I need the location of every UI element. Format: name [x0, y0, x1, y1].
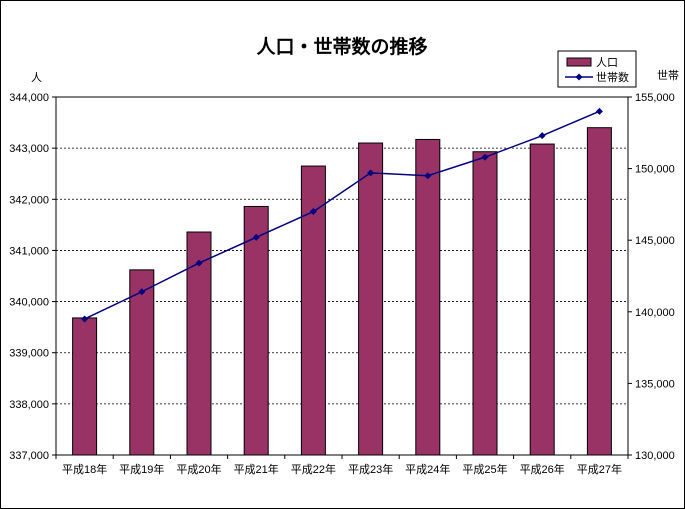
- x-tick-label: 平成18年: [62, 462, 107, 476]
- households-line: [81, 107, 603, 323]
- population-bar: [529, 143, 555, 456]
- y-right-tick-label: 135,000: [635, 378, 675, 390]
- y-right-tick-label: 130,000: [635, 450, 675, 462]
- x-tick-label: 平成27年: [577, 462, 622, 476]
- households-point: [81, 315, 89, 323]
- y-right-tick-label: 145,000: [635, 235, 675, 247]
- y-right-ticks: 130,000 135,000 140,000 145,000 150,000 155,0…: [628, 92, 675, 462]
- households-point: [309, 208, 317, 216]
- x-tick-label: 平成21年: [234, 462, 279, 476]
- y-left-tick-label: 342,000: [9, 194, 49, 206]
- y-left-tick-label: 344,000: [9, 92, 49, 104]
- legend-population-label: 人口: [596, 56, 618, 69]
- legend-households-label: 世帯数: [596, 71, 629, 84]
- population-bar: [472, 151, 498, 456]
- legend-population-swatch: [566, 57, 592, 67]
- households-point: [481, 153, 489, 161]
- y-left-tick-label: 339,000: [9, 348, 49, 360]
- x-tick-label: 平成22年: [291, 462, 336, 476]
- y-right-tick-label: 140,000: [635, 307, 675, 319]
- y-left-tick-label: 343,000: [9, 143, 49, 155]
- y-right-tick-label: 150,000: [635, 164, 675, 176]
- households-point: [367, 169, 375, 177]
- legend-households-marker: [575, 73, 583, 81]
- y-left-tick-label: 340,000: [9, 297, 49, 309]
- y-right-unit: 世帯: [657, 69, 679, 82]
- y-left-tick-label: 337,000: [9, 450, 49, 462]
- y-left-ticks: 337,000 338,000 339,000 340,000 341,000 342,0…: [9, 92, 56, 462]
- households-point: [595, 107, 603, 115]
- population-bar: [586, 127, 612, 456]
- x-tick-label: 平成24年: [405, 462, 450, 476]
- population-bars: [72, 127, 612, 456]
- chart-title: 人口・世帯数の推移: [256, 35, 427, 58]
- population-bar: [129, 269, 155, 456]
- households-point: [138, 288, 146, 296]
- population-bar: [415, 138, 441, 456]
- households-point: [424, 172, 432, 180]
- y-left-tick-label: 338,000: [9, 399, 49, 411]
- x-tick-label: 平成23年: [348, 462, 393, 476]
- x-ticks: 平成18年 平成19年 平成20年 平成21年 平成22年 平成23年 平成24年 平成25年…: [55, 455, 629, 476]
- population-bar: [358, 142, 384, 456]
- households-series-line: [84, 110, 600, 320]
- x-tick-label: 平成20年: [176, 462, 221, 476]
- population-bar: [72, 317, 98, 456]
- legend: 人口 世帯数: [557, 50, 637, 88]
- y-left-tick-label: 341,000: [9, 245, 49, 257]
- population-bar: [186, 231, 212, 456]
- y-left-unit: 人: [31, 71, 42, 84]
- households-point: [252, 233, 260, 241]
- y-right-tick-label: 155,000: [635, 92, 675, 104]
- x-tick-label: 平成19年: [119, 462, 164, 476]
- legend-box: [557, 50, 637, 88]
- households-point: [538, 132, 546, 140]
- population-bar: [243, 205, 269, 456]
- households-point: [195, 259, 203, 267]
- x-tick-label: 平成26年: [520, 462, 565, 476]
- x-tick-label: 平成25年: [462, 462, 507, 476]
